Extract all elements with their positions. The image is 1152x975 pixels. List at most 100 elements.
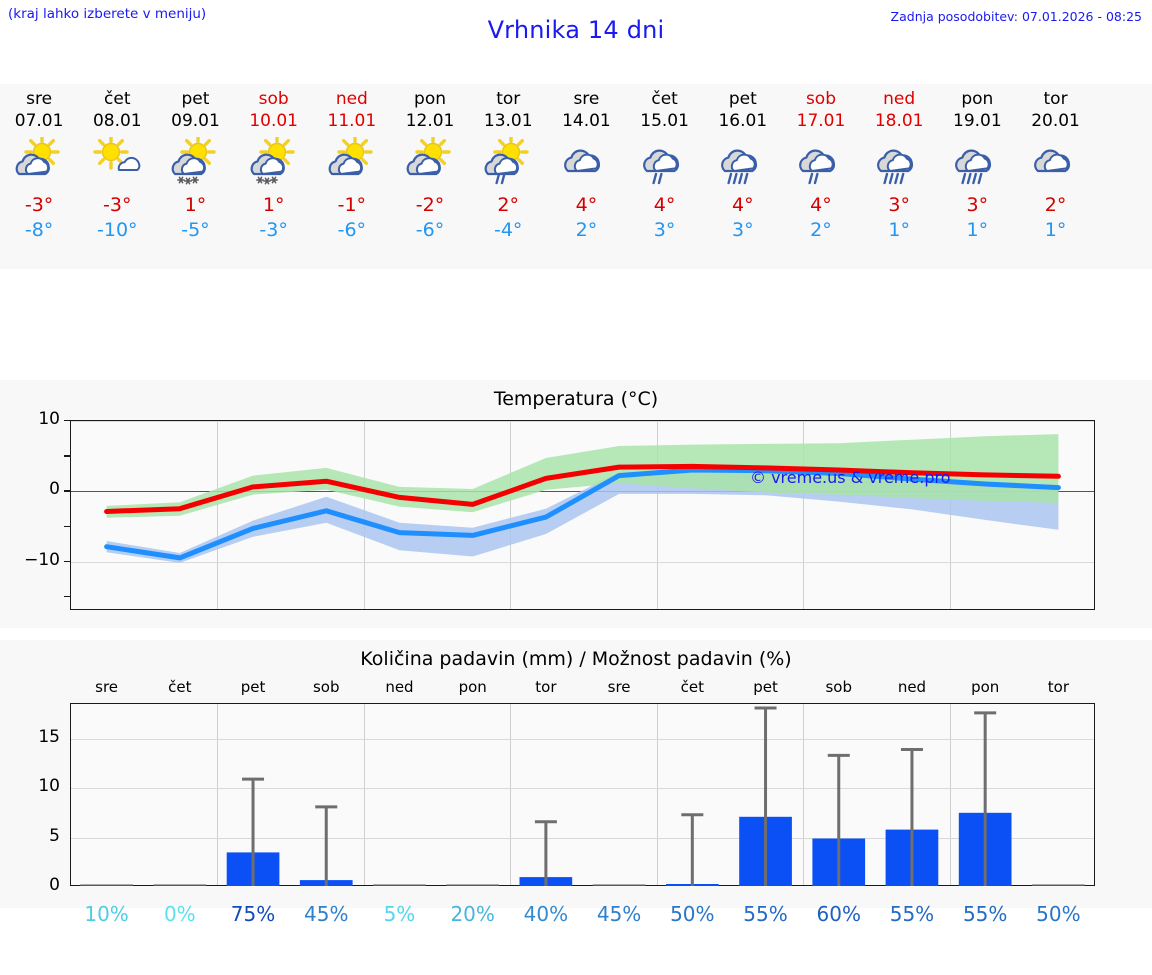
day-of-week-label: sob <box>258 89 289 109</box>
day-date-label: 16.01 <box>718 111 768 131</box>
day-column-19-01[interactable]: pon 19.01 3° 1° <box>938 84 1016 269</box>
precipitation-bar[interactable] <box>80 884 133 887</box>
precipitation-day-label: sob <box>312 678 340 696</box>
precipitation-day-label: čet <box>680 678 704 696</box>
min-temperature-value: -5° <box>181 219 210 241</box>
max-temperature-value: 2° <box>497 194 520 216</box>
day-of-week-label: sob <box>805 89 836 109</box>
temperature-chart-title: Temperatura (°C) <box>493 388 659 410</box>
day-of-week-label: tor <box>1043 89 1068 109</box>
max-temperature-value: -3° <box>24 194 54 216</box>
precipitation-probability-label: 45% <box>304 902 349 926</box>
max-temperature-value: 4° <box>575 194 598 216</box>
temperature-gridline-vertical <box>656 421 658 609</box>
precipitation-probability-label: 55% <box>743 902 788 926</box>
min-temperature-value: -6° <box>415 219 445 241</box>
precipitation-gridline-vertical <box>510 704 512 885</box>
cloud-rain-light-icon <box>637 136 693 186</box>
precipitation-day-label: sre <box>607 678 631 696</box>
temperature-gridline-vertical <box>949 421 951 609</box>
max-temperature-value: -2° <box>415 194 445 216</box>
temperature-axis-tick <box>64 595 70 598</box>
precipitation-probability-label: 20% <box>450 902 495 926</box>
day-of-week-label: pet <box>728 89 757 109</box>
precipitation-gridline-vertical <box>656 704 658 885</box>
min-temperature-line <box>104 467 1061 561</box>
day-column-16-01[interactable]: pet 16.01 4° 3° <box>704 84 782 269</box>
precipitation-y-tick-label: 5 <box>49 825 60 846</box>
day-of-week-label: pon <box>414 89 447 109</box>
day-column-07-01[interactable]: sre 07.01 -3° -8° <box>0 84 78 269</box>
watermark-text: © vreme.us & vreme.pro <box>750 468 951 487</box>
max-temperature-value: 1° <box>184 194 207 216</box>
precipitation-bar[interactable] <box>1032 884 1085 887</box>
precipitation-bar[interactable] <box>446 884 499 887</box>
temperature-axis-tick <box>64 455 70 457</box>
temperature-gridline-vertical <box>217 421 219 609</box>
day-column-20-01[interactable]: tor 20.01 2° 1° <box>1016 84 1094 269</box>
precipitation-probability-label: 10% <box>84 902 129 926</box>
temperature-axis-tick <box>64 525 70 527</box>
day-column-09-01[interactable]: pet 09.01 1° -5° <box>156 84 234 269</box>
day-of-week-label: tor <box>496 89 521 109</box>
precipitation-day-label: čet <box>168 678 192 696</box>
min-temperature-value: -3° <box>259 219 288 241</box>
precipitation-probability-label: 50% <box>670 902 715 926</box>
day-column-11-01[interactable]: ned 11.01 -1° -6° <box>313 84 391 269</box>
precipitation-probability-label: 0% <box>163 902 196 926</box>
precipitation-day-label: pet <box>240 678 266 696</box>
day-of-week-label: čet <box>651 89 678 109</box>
day-date-label: 09.01 <box>171 111 220 131</box>
day-date-label: 11.01 <box>327 111 377 131</box>
sun-cloud-icon <box>11 136 67 186</box>
day-column-14-01[interactable]: sre 14.01 4° 2° <box>547 84 625 269</box>
precipitation-bar[interactable] <box>153 884 207 887</box>
day-of-week-label: ned <box>883 89 916 109</box>
day-date-label: 08.01 <box>92 111 142 131</box>
day-column-10-01[interactable]: sob 10.01 1° -3° <box>235 84 313 269</box>
precipitation-probability-label: 45% <box>596 902 642 926</box>
temperature-gridline-horizontal <box>71 421 1094 422</box>
sun-cloud-snow-icon <box>246 136 302 186</box>
precipitation-probability-label: 5% <box>383 902 416 926</box>
day-column-13-01[interactable]: tor 13.01 2° -4° <box>469 84 547 269</box>
min-temperature-value: 3° <box>731 219 754 241</box>
max-temperature-value: 2° <box>1044 194 1067 216</box>
day-column-12-01[interactable]: pon 12.01 -2° -6° <box>391 84 469 269</box>
sun-small-cloud-icon <box>89 136 145 186</box>
day-date-label: 17.01 <box>796 111 846 131</box>
day-column-18-01[interactable]: ned 18.01 3° 1° <box>860 84 938 269</box>
temperature-axis-tick <box>64 420 70 422</box>
day-date-label: 07.01 <box>14 111 64 131</box>
last-updated-text: Zadnja posodobitev: 07.01.2026 - 08:25 <box>890 9 1142 24</box>
day-date-label: 14.01 <box>562 111 611 131</box>
page-title: Vrhnika 14 dni <box>487 16 665 44</box>
day-column-08-01[interactable]: čet 08.01 -3° -10° <box>78 84 156 269</box>
cloud-icon <box>1028 136 1084 186</box>
precipitation-probability-label: 75% <box>230 902 276 926</box>
day-column-17-01[interactable]: sob 17.01 4° 2° <box>782 84 860 269</box>
precipitation-bar[interactable] <box>592 884 646 887</box>
precipitation-bar[interactable] <box>373 884 426 887</box>
sun-cloud-icon <box>324 136 380 186</box>
day-column-15-01[interactable]: čet 15.01 4° 3° <box>626 84 704 269</box>
precipitation-day-label: tor <box>535 678 557 696</box>
temperature-axis-tick <box>64 490 70 492</box>
cloud-rain-heavy-icon <box>715 136 771 186</box>
min-temperature-value: 1° <box>966 219 989 241</box>
day-of-week-label: ned <box>335 89 368 109</box>
temperature-axis-tick <box>64 560 70 563</box>
precipitation-day-label: ned <box>897 678 927 696</box>
max-temperature-value: 4° <box>731 194 754 216</box>
temperature-y-tick-label: −10 <box>24 549 60 570</box>
day-date-label: 10.01 <box>249 111 298 131</box>
day-date-label: 13.01 <box>483 111 533 131</box>
precipitation-probability-label: 40% <box>523 902 569 926</box>
precipitation-day-label: tor <box>1047 678 1069 696</box>
day-date-label: 15.01 <box>640 111 689 131</box>
precipitation-y-tick-label: 0 <box>49 875 60 895</box>
precipitation-day-label: pet <box>753 678 778 696</box>
day-of-week-label: sre <box>26 89 53 109</box>
